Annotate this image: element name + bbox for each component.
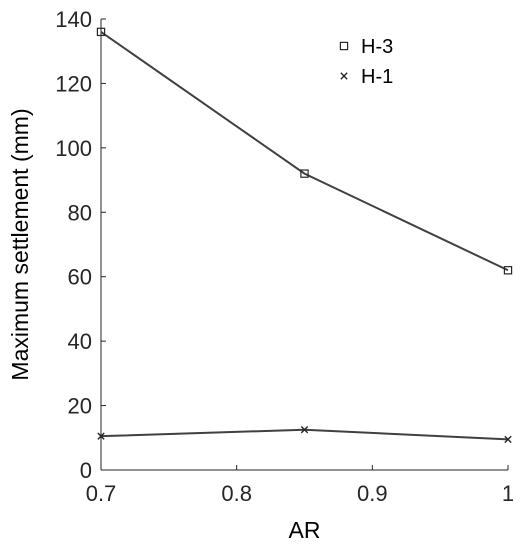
series-h-3 — [96, 27, 513, 275]
y-axis-title: Maximum settlement (mm) — [7, 108, 33, 380]
data-point — [300, 426, 309, 434]
y-tick-label: 140 — [55, 7, 92, 32]
x-tick-label: 0.8 — [221, 481, 252, 506]
y-tick-label: 40 — [68, 329, 92, 354]
y-tick-label: 0 — [80, 458, 92, 483]
legend-label: H-1 — [361, 66, 393, 88]
y-tick-label: 80 — [68, 200, 92, 225]
y-tick-label: 60 — [68, 265, 92, 290]
axes: 0.7 0.8 0.9 1 0 20 40 60 80 100 120 140 — [55, 7, 514, 506]
legend-marker — [340, 72, 348, 80]
data-point — [300, 169, 309, 178]
data-point — [503, 266, 513, 275]
legend-item: H-1 — [340, 66, 393, 88]
legend-item: H-3 — [339, 36, 393, 58]
series-line — [100, 428, 509, 441]
x-tick-label: 0.9 — [357, 481, 388, 506]
series-h-1 — [97, 426, 512, 444]
data-point — [97, 432, 105, 440]
y-tick-label: 100 — [55, 136, 92, 161]
legend: H-3H-1 — [339, 36, 393, 88]
legend-marker — [339, 41, 349, 51]
x-tick-label: 0.7 — [86, 481, 117, 506]
x-tick-label: 1 — [502, 481, 514, 506]
data-point — [96, 27, 106, 37]
data-point — [504, 435, 512, 444]
series-layer — [96, 27, 513, 444]
y-tick-label: 120 — [55, 71, 92, 96]
legend-label: H-3 — [361, 36, 393, 58]
series-line — [100, 31, 509, 272]
y-tick-label: 20 — [68, 394, 92, 419]
x-axis-title: AR — [289, 517, 321, 543]
